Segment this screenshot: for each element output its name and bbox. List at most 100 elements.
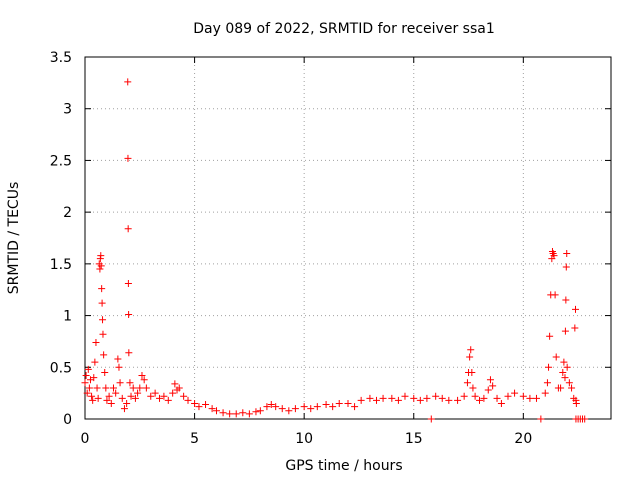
data-point: [335, 399, 343, 407]
data-point: [563, 363, 571, 371]
data-point: [372, 396, 380, 404]
data-point: [565, 379, 573, 387]
data-point: [184, 396, 192, 404]
data-point: [180, 392, 188, 400]
data-point: [562, 296, 570, 304]
data-point: [571, 324, 579, 332]
x-axis-label: GPS time / hours: [285, 458, 402, 474]
data-point: [129, 384, 137, 392]
data-point: [546, 332, 554, 340]
data-point: [140, 376, 148, 384]
data-points: [81, 78, 589, 423]
data-point: [379, 394, 387, 402]
data-point: [476, 396, 483, 404]
y-tick-label: 1.5: [50, 257, 72, 273]
data-point: [82, 372, 90, 380]
data-point: [562, 263, 570, 271]
data-point: [519, 392, 527, 400]
data-point: [504, 392, 512, 400]
y-tick-label: 1: [63, 309, 72, 325]
data-point: [151, 389, 159, 397]
data-point: [213, 407, 220, 415]
data-point: [307, 405, 315, 413]
data-point: [114, 355, 122, 363]
data-point: [81, 379, 89, 387]
data-point: [195, 403, 203, 411]
data-point: [239, 409, 247, 417]
data-point: [112, 389, 120, 397]
data-point: [469, 384, 477, 392]
data-point: [98, 299, 106, 307]
data-point: [559, 368, 567, 376]
data-point: [97, 262, 105, 270]
data-point: [480, 394, 488, 402]
data-point: [124, 225, 132, 233]
data-point: [175, 384, 183, 392]
data-point: [124, 154, 132, 162]
data-point: [124, 280, 132, 288]
y-tick-label: 2: [63, 205, 72, 221]
data-point: [134, 389, 142, 397]
data-point: [169, 389, 177, 397]
data-point: [102, 384, 110, 392]
data-point: [142, 384, 150, 392]
data-point: [278, 405, 286, 413]
data-point: [103, 396, 111, 404]
data-point: [445, 396, 453, 404]
data-point: [245, 410, 253, 418]
data-point: [493, 394, 501, 402]
data-point: [156, 394, 164, 402]
data-point: [561, 327, 569, 335]
y-tick-label: 3.5: [50, 50, 72, 66]
data-point: [552, 353, 560, 361]
data-point: [91, 358, 99, 366]
data-point: [226, 410, 234, 418]
data-point: [489, 382, 497, 390]
data-point: [123, 399, 131, 407]
chart-title: Day 089 of 2022, SRMTID for receiver ssa…: [193, 21, 495, 37]
data-point: [423, 394, 431, 402]
x-tick-label: 0: [81, 431, 90, 447]
data-point: [291, 405, 299, 413]
y-tick-label: 0: [63, 412, 72, 428]
data-point: [116, 379, 124, 387]
data-point: [563, 250, 571, 258]
y-axis-label: SRMTID / TECUs: [6, 182, 22, 295]
x-tick-label: 15: [405, 431, 423, 447]
data-point: [164, 396, 172, 404]
data-point: [541, 389, 549, 397]
data-point: [300, 403, 308, 411]
data-point: [88, 392, 96, 400]
data-point: [543, 379, 551, 387]
data-point: [219, 409, 227, 417]
data-point: [138, 372, 146, 380]
data-point: [89, 396, 97, 404]
data-point: [105, 392, 113, 400]
data-point: [526, 394, 534, 402]
data-point: [357, 396, 365, 404]
data-point: [438, 394, 446, 402]
data-point: [537, 415, 545, 423]
data-point: [486, 376, 494, 384]
data-point: [267, 401, 275, 409]
data-point: [94, 394, 102, 402]
data-point: [171, 380, 179, 388]
y-tick-label: 3: [63, 102, 72, 118]
data-point: [351, 403, 359, 411]
data-point: [85, 384, 93, 392]
data-point: [252, 408, 260, 416]
data-point: [101, 368, 109, 376]
grid-lines: [85, 57, 611, 419]
data-point: [471, 392, 479, 400]
data-point: [96, 265, 104, 273]
data-point: [427, 415, 435, 423]
data-point: [550, 252, 558, 260]
data-point: [463, 379, 471, 387]
data-point: [329, 403, 337, 411]
data-point: [313, 403, 321, 411]
data-point: [497, 399, 505, 407]
data-point: [107, 399, 115, 407]
data-point: [131, 394, 139, 402]
data-point: [147, 392, 155, 400]
